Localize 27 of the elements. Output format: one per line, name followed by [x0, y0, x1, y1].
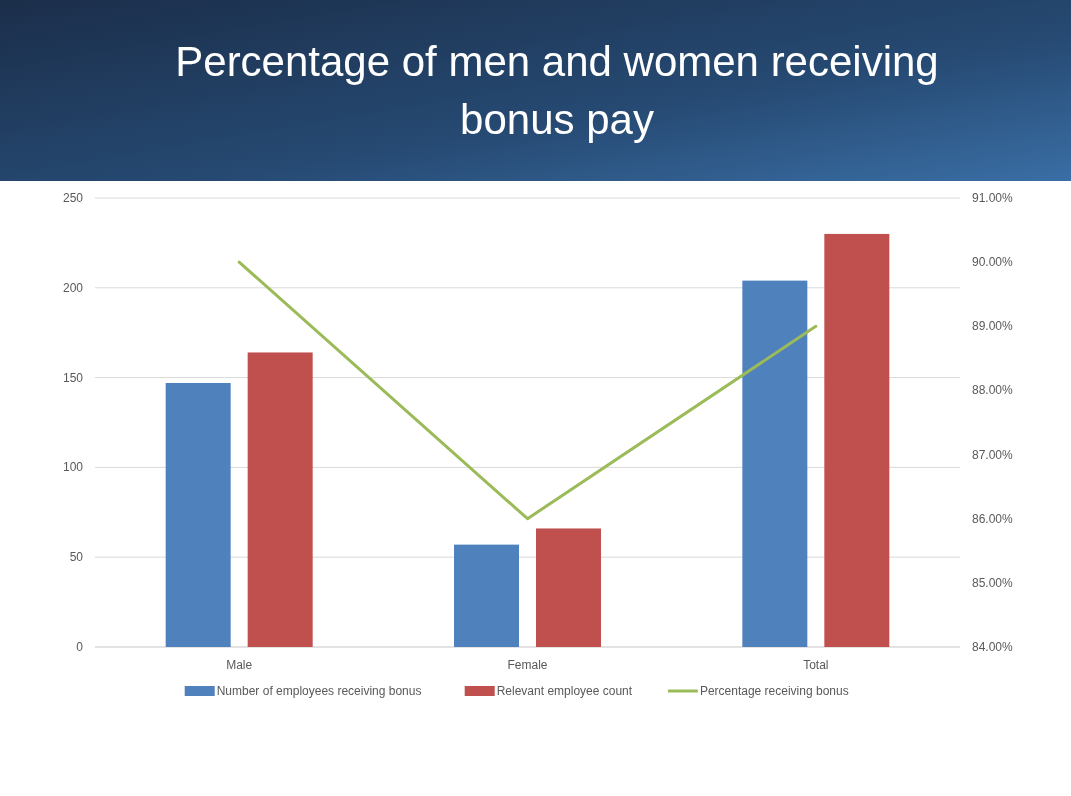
- x-tick-label: Female: [507, 658, 548, 672]
- y2-tick-label: 91.00%: [972, 191, 1014, 205]
- x-tick-label: Male: [226, 658, 253, 672]
- chart-title: Percentage of men and women receiving bonus pay: [175, 38, 939, 143]
- y-tick-label: 50: [69, 550, 84, 565]
- bar: [247, 352, 313, 647]
- y2-tick-label: 87.00%: [972, 447, 1014, 462]
- y-tick-label: 0: [76, 640, 84, 654]
- y-tick-label: 200: [62, 280, 84, 295]
- legend-label: Number of employees receiving bonus: [216, 684, 422, 698]
- y2-tick-label: 89.00%: [972, 319, 1014, 334]
- legend-label: Percentage receiving bonus: [699, 684, 849, 698]
- bar: [165, 382, 231, 647]
- y-tick-label: 100: [62, 460, 84, 475]
- y2-tick-label: 86.00%: [972, 511, 1014, 526]
- x-tick-label: Total: [803, 658, 829, 672]
- y-tick-label: 250: [62, 191, 84, 205]
- bar: [454, 544, 519, 647]
- y2-tick-label: 88.00%: [972, 383, 1014, 398]
- y2-tick-label: 85.00%: [972, 575, 1014, 590]
- bar: [536, 528, 601, 647]
- y2-tick-label: 90.00%: [972, 255, 1014, 270]
- y-tick-label: 150: [62, 370, 84, 385]
- y2-tick-label: 84.00%: [972, 640, 1014, 654]
- bar: [824, 233, 890, 647]
- bar: [742, 280, 808, 647]
- legend-label: Relevant employee count: [496, 684, 633, 698]
